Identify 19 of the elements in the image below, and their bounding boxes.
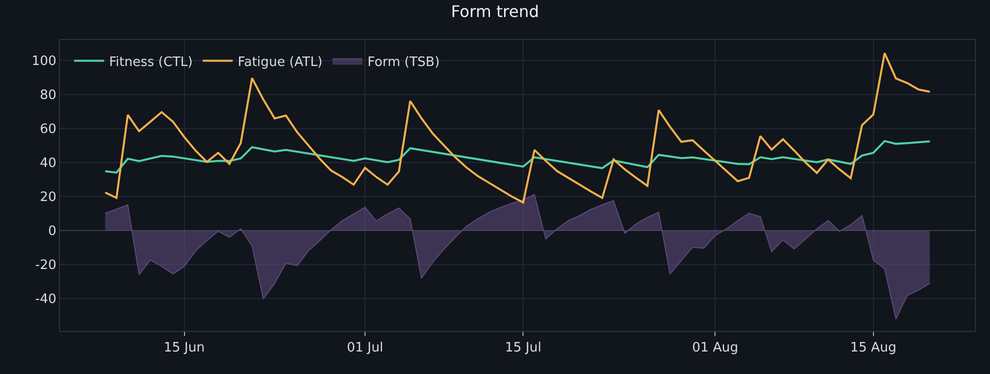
y-tick-label: 60 [40, 122, 56, 138]
line-series [104, 140, 931, 174]
y-tick-label: 100 [32, 54, 56, 69]
y-tick-label: 20 [40, 190, 56, 206]
chart-title: Form trend [450, 2, 540, 21]
x-tick-label: 15 Jul [504, 340, 542, 356]
y-tick-label: 80 [40, 88, 56, 104]
line-series [104, 52, 931, 204]
x-tick-label: 15 Aug [850, 340, 896, 356]
legend-label: Form (TSB) [368, 54, 440, 70]
y-tick-label: -20 [35, 258, 56, 274]
y-tick-label: -40 [35, 292, 56, 308]
legend-label: Fitness (CTL) [109, 54, 193, 70]
x-tick-label: 15 Jun [164, 340, 205, 356]
x-tick-label: 01 Jul [346, 340, 384, 356]
x-tick-label: 01 Aug [692, 340, 738, 356]
y-tick-label: 40 [40, 156, 56, 172]
legend-label: Fatigue (ATL) [238, 54, 323, 70]
y-tick-label: 0 [48, 224, 56, 240]
